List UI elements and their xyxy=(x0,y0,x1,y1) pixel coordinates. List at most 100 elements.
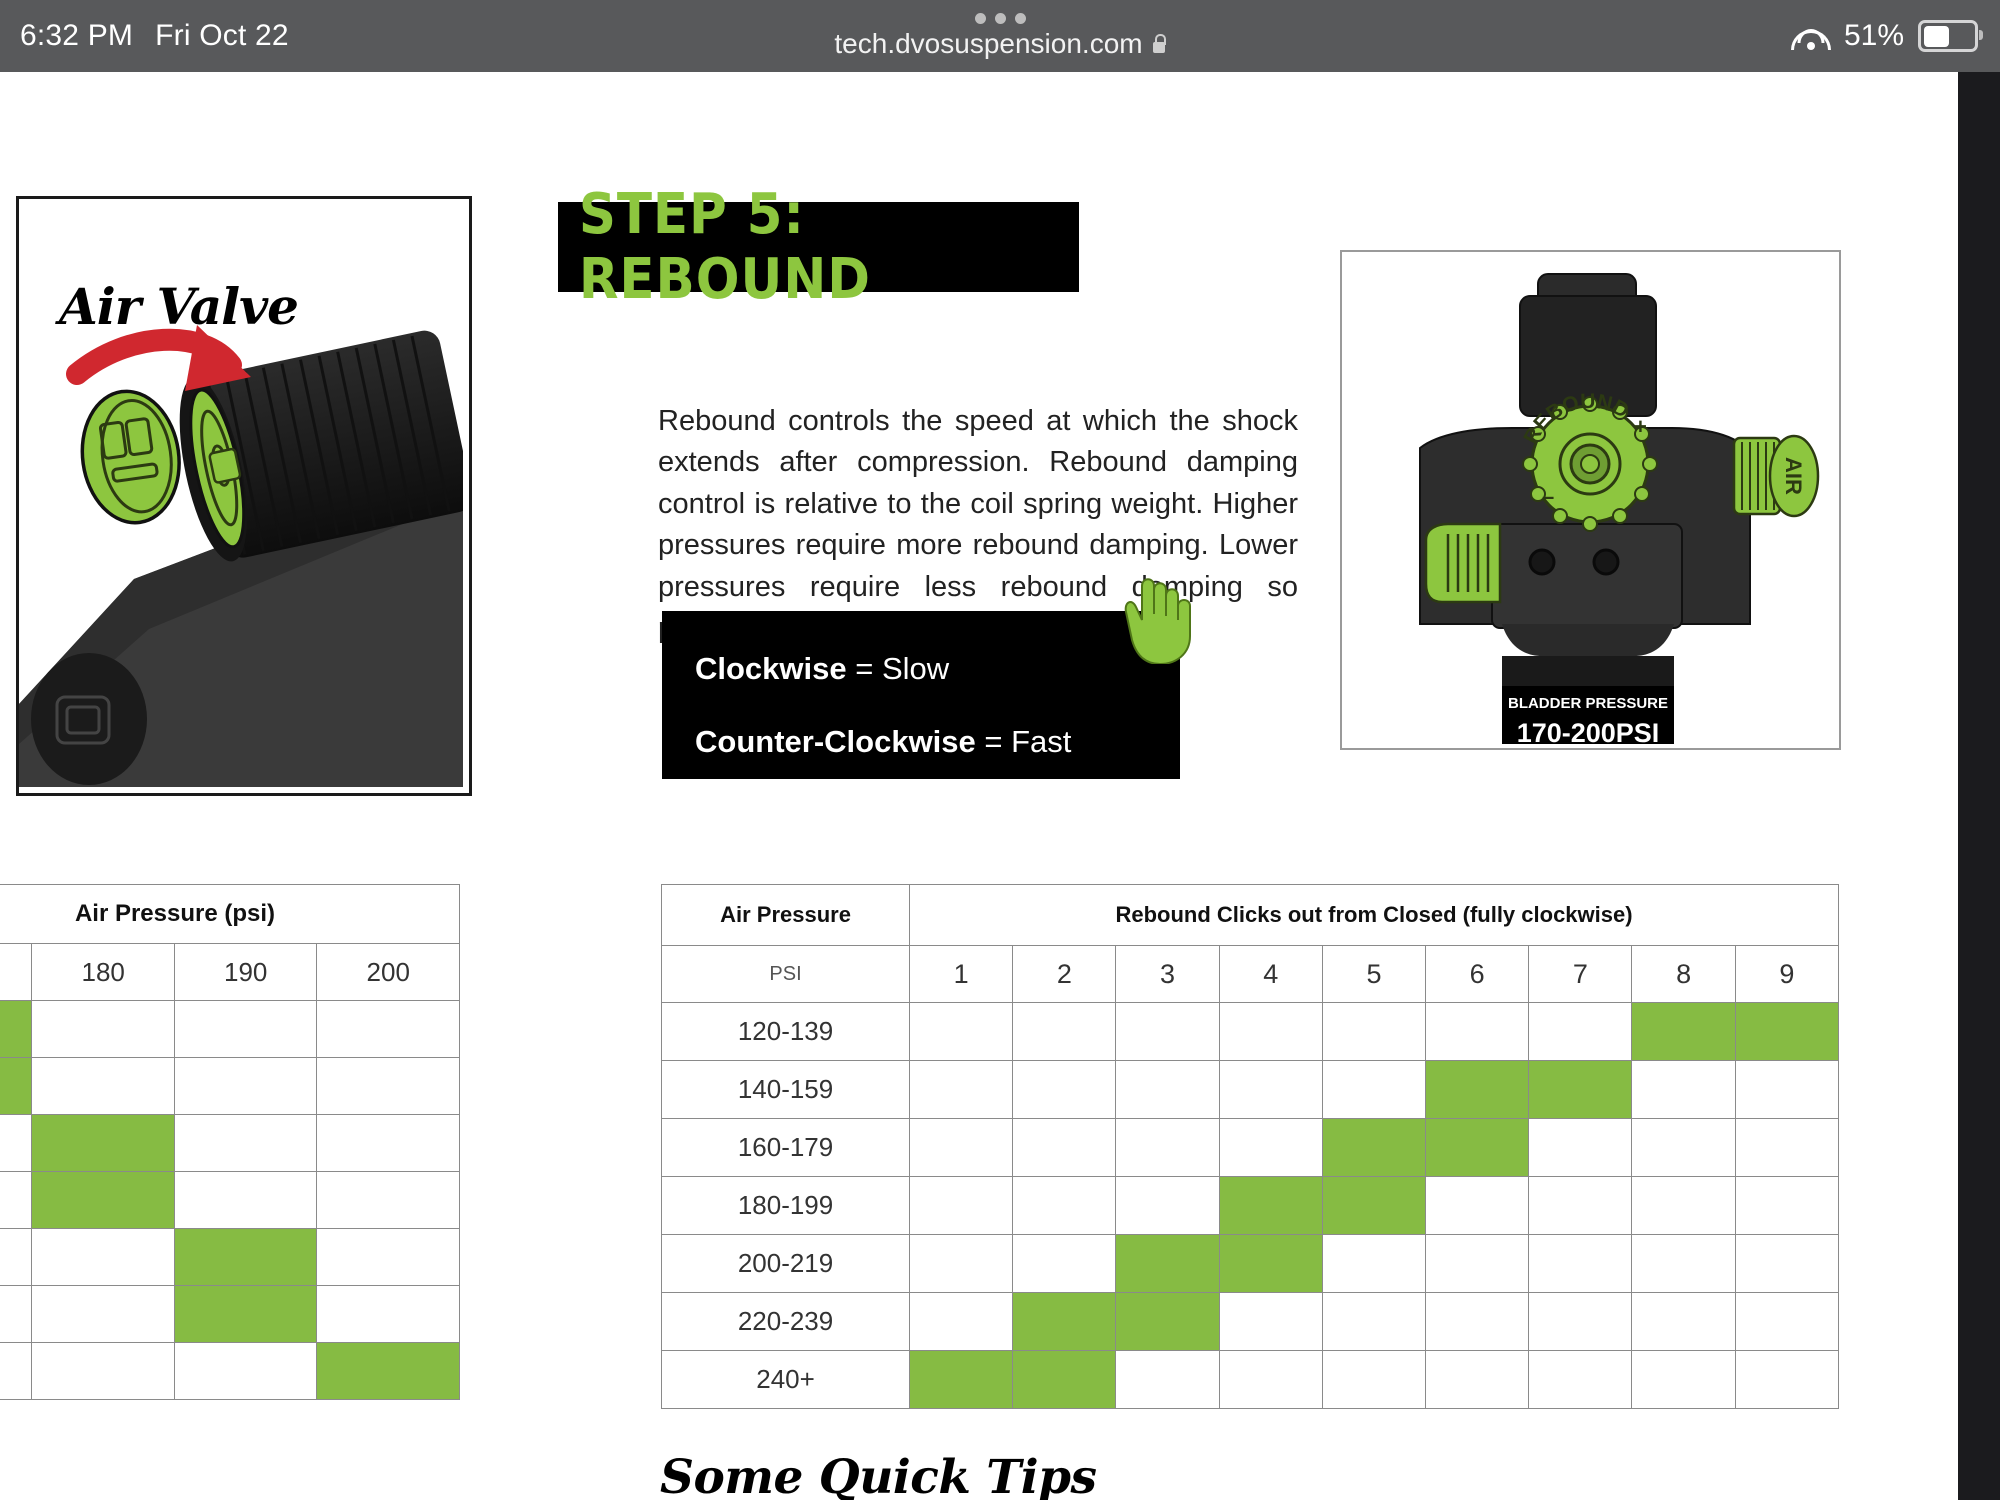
step-banner-title: STEP 5: REBOUND xyxy=(578,182,871,312)
left-cell-highlighted xyxy=(173,1285,318,1343)
rebound-cell xyxy=(1734,1118,1840,1177)
rebound-cell xyxy=(1631,1350,1736,1409)
rebound-cell xyxy=(1115,1002,1220,1061)
left-cell xyxy=(0,1228,33,1286)
rebound-cell xyxy=(1631,1176,1736,1235)
rebound-cell-highlighted xyxy=(1115,1292,1220,1351)
rebound-cell xyxy=(1218,1292,1323,1351)
rebound-cell xyxy=(1321,1002,1427,1061)
left-cell xyxy=(0,1285,33,1343)
table-row xyxy=(0,1342,460,1400)
table-row xyxy=(0,1114,460,1172)
table-row xyxy=(0,1057,460,1115)
rebound-cell-highlighted xyxy=(1321,1176,1427,1235)
rebound-table-row-label: 120-139 xyxy=(660,1002,911,1061)
left-table-column-header: 180 xyxy=(31,943,175,1001)
rebound-cell-highlighted xyxy=(1425,1118,1530,1177)
battery-percent-label: 51% xyxy=(1843,19,1904,52)
rebound-cell xyxy=(909,1118,1014,1177)
svg-text:AIR: AIR xyxy=(1781,457,1806,495)
callout-clockwise-label: Clockwise xyxy=(695,651,847,686)
rebound-table-row-label: 200-219 xyxy=(660,1234,911,1293)
left-cell xyxy=(316,1171,460,1229)
bladder-pressure-label: BLADDER PRESSURE xyxy=(1508,695,1668,712)
air-valve-label: Air Valve xyxy=(59,277,299,336)
rebound-cell xyxy=(1631,1234,1736,1293)
rebound-table-column-header: 7 xyxy=(1528,945,1633,1003)
table-row: 180 190 200 xyxy=(0,943,460,1001)
rebound-table-column-header: 1 xyxy=(909,945,1014,1003)
svg-text:+: + xyxy=(1634,414,1647,439)
left-cell-highlighted xyxy=(31,1171,175,1229)
left-cell xyxy=(173,1171,318,1229)
rebound-cell xyxy=(909,1002,1014,1061)
table-row: 180-199 xyxy=(660,1176,1840,1235)
shock-rebound-illustration: AIR REBOUND + – xyxy=(1340,250,1841,750)
rebound-table-row-label: 160-179 xyxy=(660,1118,911,1177)
status-bar-right: 51% xyxy=(1790,0,1983,72)
direction-callout: Clockwise = Slow Counter-Clockwise = Fas… xyxy=(662,611,1180,779)
rebound-cell xyxy=(909,1234,1014,1293)
rebound-cell xyxy=(1734,1060,1840,1119)
rebound-cell xyxy=(1528,1002,1633,1061)
rebound-table-body: 120-139 140-159 160-179 180-199 200-219 220-2… xyxy=(660,1002,1840,1409)
rebound-cell-highlighted xyxy=(1631,1002,1736,1061)
table-row: 120-139 xyxy=(660,1002,1840,1061)
rebound-clicks-table: Air Pressure Rebound Clicks out from Clo… xyxy=(660,884,1840,1409)
left-cell xyxy=(31,1228,175,1286)
callout-line-counterclockwise: Counter-Clockwise = Fast xyxy=(695,724,1071,760)
ipad-status-bar: 6:32 PM Fri Oct 22 tech.dvosuspension.co… xyxy=(0,0,2000,72)
rebound-description: Rebound controls the speed at which the … xyxy=(658,405,1298,644)
webpage-viewport[interactable]: Air Valve STEP 5: REBOUND Rebound contro… xyxy=(0,72,1958,1500)
rebound-cell-highlighted xyxy=(1734,1002,1840,1061)
browser-address-bar[interactable]: tech.dvosuspension.com xyxy=(0,0,2000,72)
left-cell xyxy=(173,1114,318,1172)
lock-icon xyxy=(1152,34,1167,53)
rebound-table-column-header: 4 xyxy=(1218,945,1323,1003)
rebound-cell xyxy=(1425,1002,1530,1061)
left-cell-highlighted xyxy=(316,1342,460,1400)
left-cell xyxy=(316,1285,460,1343)
rebound-table-column-header: 9 xyxy=(1734,945,1840,1003)
step-banner: STEP 5: REBOUND xyxy=(558,182,1079,312)
pointing-hand-icon xyxy=(1124,578,1191,664)
rebound-cell xyxy=(1218,1118,1323,1177)
rebound-cell xyxy=(1321,1060,1427,1119)
shock-artwork: AIR REBOUND + – xyxy=(1342,252,1835,748)
rebound-cell xyxy=(1321,1292,1427,1351)
left-cell xyxy=(173,1057,318,1115)
left-cell xyxy=(316,1000,460,1058)
rebound-cell xyxy=(1631,1118,1736,1177)
clock-time: 6:32 PM xyxy=(20,19,134,52)
table-row: 140-159 xyxy=(660,1060,1840,1119)
rebound-cell-highlighted xyxy=(909,1350,1014,1409)
rebound-cell xyxy=(1425,1292,1530,1351)
left-cell-highlighted xyxy=(31,1114,175,1172)
left-cell xyxy=(173,1000,318,1058)
table-row: 200-219 xyxy=(660,1234,1840,1293)
rebound-cell xyxy=(1218,1350,1323,1409)
bladder-pressure-value: 170-200PSI xyxy=(1517,718,1660,744)
rebound-cell xyxy=(1734,1350,1840,1409)
table-row: 160-179 xyxy=(660,1118,1840,1177)
rebound-cell xyxy=(1218,1060,1323,1119)
rebound-cell xyxy=(1115,1350,1220,1409)
table-row xyxy=(0,1228,460,1286)
rebound-cell xyxy=(1012,1060,1117,1119)
rebound-cell-highlighted xyxy=(1218,1234,1323,1293)
rebound-cell xyxy=(1012,1118,1117,1177)
table-row: 220-239 xyxy=(660,1292,1840,1351)
rebound-table-title: Rebound Clicks out from Closed (fully cl… xyxy=(909,884,1839,946)
rebound-cell xyxy=(1734,1292,1840,1351)
left-cell xyxy=(31,1000,175,1058)
left-table-column-header xyxy=(0,943,33,1001)
rebound-cell xyxy=(1528,1234,1633,1293)
rebound-table-column-header: 5 xyxy=(1321,945,1427,1003)
left-table-column-header: 200 xyxy=(316,943,460,1001)
rebound-cell xyxy=(1012,1002,1117,1061)
rebound-cell-highlighted xyxy=(1425,1060,1530,1119)
url-row[interactable]: tech.dvosuspension.com xyxy=(834,28,1167,60)
rebound-table-row-label: 220-239 xyxy=(660,1292,911,1351)
left-cell xyxy=(0,1171,33,1229)
three-dots-icon xyxy=(974,12,1026,24)
